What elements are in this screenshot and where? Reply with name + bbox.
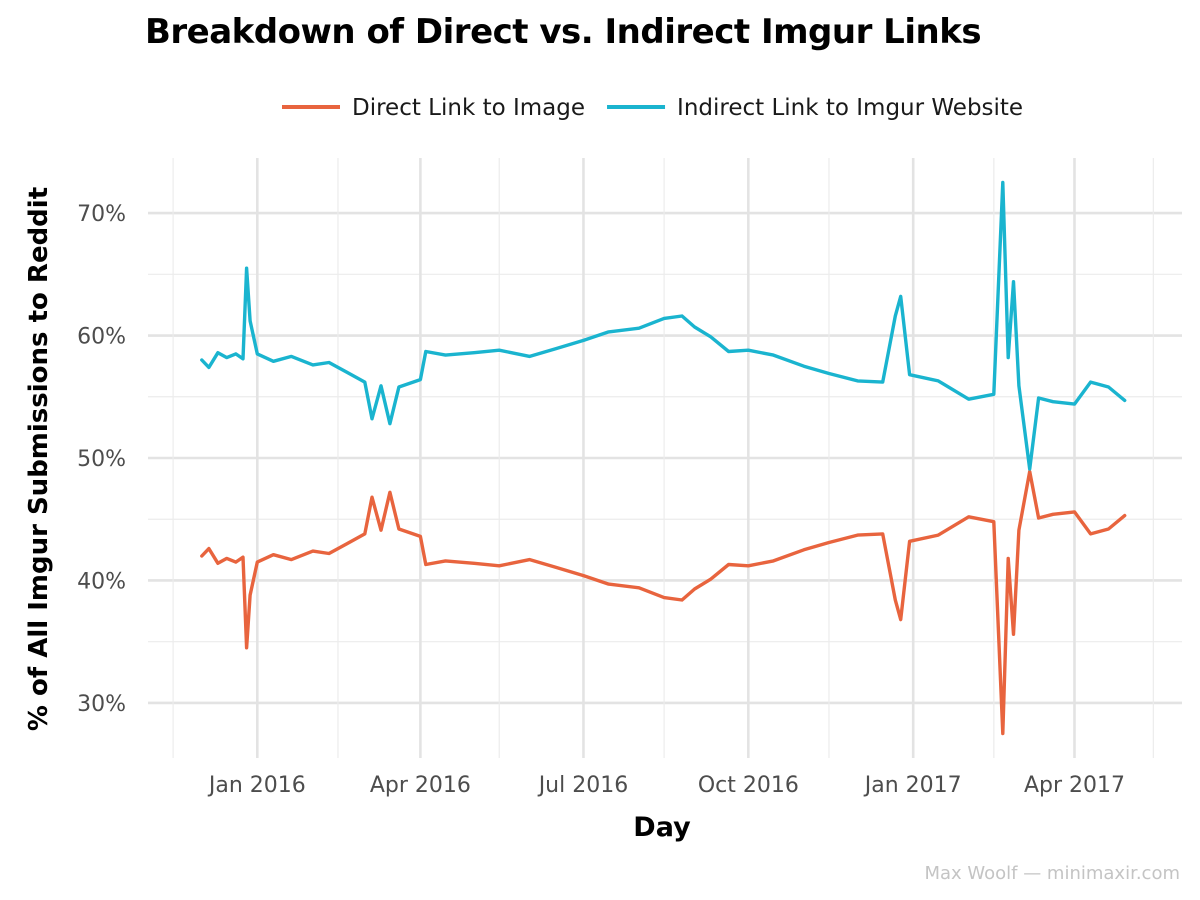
grid: [148, 158, 1182, 758]
x-tick-label: Apr 2016: [370, 773, 471, 798]
legend-label: Direct Link to Image: [352, 95, 585, 121]
y-tick-label: 40%: [77, 569, 126, 594]
series-line: [200, 469, 1127, 736]
series-line: [200, 180, 1127, 471]
chart-title: Breakdown of Direct vs. Indirect Imgur L…: [145, 12, 982, 52]
x-tick-label: Apr 2017: [1024, 773, 1125, 798]
x-tick-label: Jul 2016: [537, 773, 629, 798]
y-tick-labels: 30% 40% 50% 60% 70%: [77, 202, 126, 717]
x-tick-labels: Jan 2016 Apr 2016 Jul 2016 Oct 2016 Jan 2017…: [207, 773, 1125, 798]
credit-text: Max Woolf — minimaxir.com: [924, 863, 1180, 884]
x-tick-label: Oct 2016: [698, 773, 799, 798]
x-tick-label: Jan 2017: [863, 773, 962, 798]
y-axis-label: % of All Imgur Submissions to Reddit: [24, 187, 54, 731]
x-axis-label: Day: [633, 812, 691, 843]
legend-label: Indirect Link to Imgur Website: [677, 95, 1023, 121]
y-tick-label: 50%: [77, 447, 126, 472]
y-tick-label: 60%: [77, 325, 126, 350]
y-tick-label: 30%: [77, 692, 126, 717]
series: [200, 180, 1127, 736]
legend: Direct Link to Image Indirect Link to Img…: [282, 95, 1023, 121]
x-tick-label: Jan 2016: [207, 773, 306, 798]
y-tick-label: 70%: [77, 202, 126, 227]
